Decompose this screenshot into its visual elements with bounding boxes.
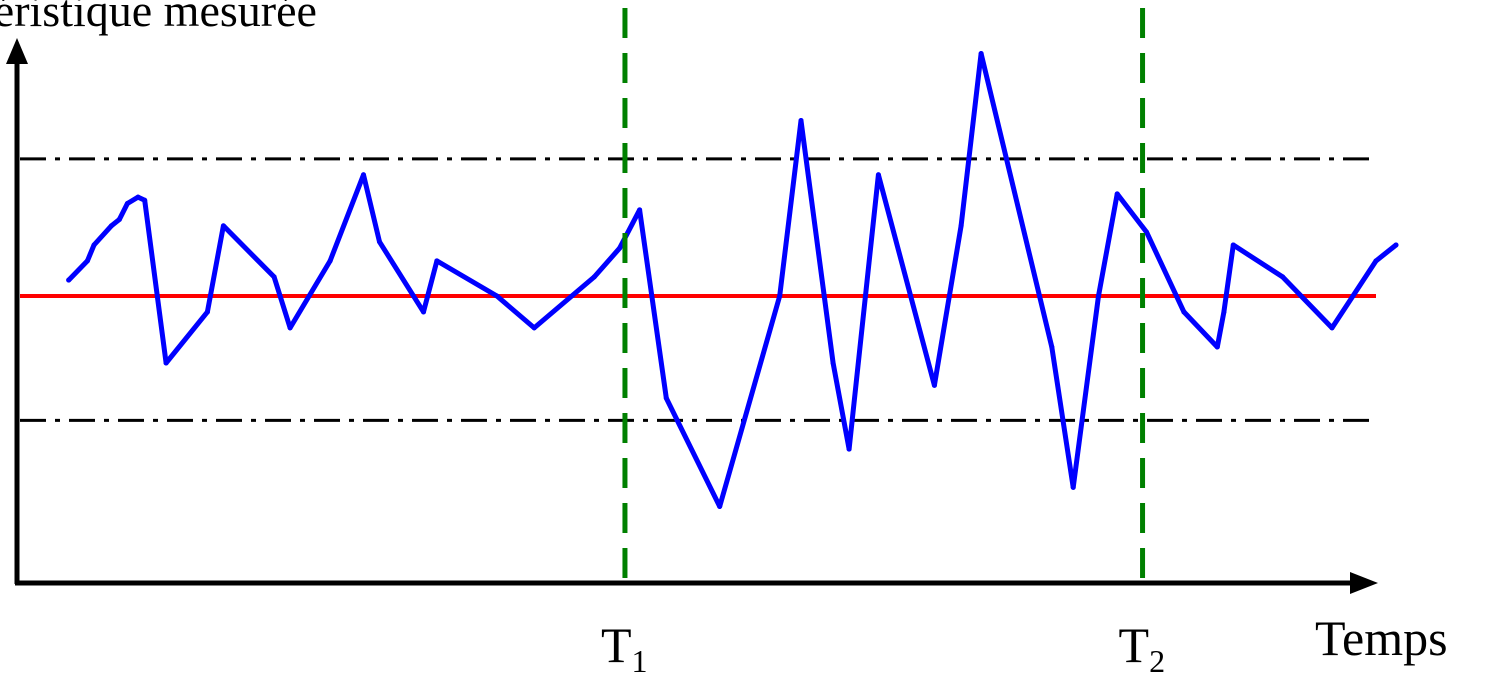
data-point-19: [494, 293, 500, 299]
data-point-8: [142, 197, 148, 203]
data-point-4: [108, 223, 114, 229]
data-point-23: [637, 207, 643, 213]
data-point-43: [1280, 274, 1286, 280]
data-point-34: [1049, 344, 1055, 350]
data-point-35: [1070, 484, 1076, 490]
data-point-1: [66, 277, 72, 283]
data-point-13: [287, 325, 293, 331]
data-point-7: [135, 194, 141, 200]
data-point-12: [271, 274, 277, 280]
marker-label-2: T2: [1119, 617, 1166, 673]
data-point-45: [1373, 258, 1379, 264]
data-point-46: [1393, 242, 1399, 248]
data-point-27: [798, 118, 804, 124]
marker-label-sub-1: 1: [632, 643, 648, 673]
data-point-42: [1230, 242, 1236, 248]
data-point-11: [220, 223, 226, 229]
data-point-15: [360, 172, 366, 178]
series-line-1: [66, 51, 1399, 509]
axes: [6, 38, 1378, 594]
data-point-16: [377, 239, 383, 245]
time-markers: T1 T2: [601, 8, 1165, 673]
data-point-9: [163, 360, 169, 366]
series-group: [66, 51, 1399, 510]
data-point-26: [777, 293, 783, 299]
y-axis-arrowhead: [6, 38, 28, 64]
data-point-18: [434, 258, 440, 264]
data-point-33: [978, 51, 984, 57]
y-axis-label: téristique mesurée: [0, 0, 317, 36]
data-point-39: [1181, 309, 1187, 315]
data-point-14: [327, 258, 333, 264]
marker-label-1: T1: [601, 617, 648, 673]
data-point-21: [591, 274, 597, 280]
data-point-25: [717, 504, 723, 510]
data-point-2: [84, 258, 90, 264]
data-point-28: [830, 360, 836, 366]
data-point-44: [1329, 325, 1335, 331]
data-point-41: [1221, 309, 1227, 315]
x-axis-label: Temps: [1315, 610, 1448, 666]
control-limits: [20, 157, 1376, 422]
data-point-38: [1144, 229, 1150, 235]
data-point-22: [617, 245, 623, 251]
data-point-30: [875, 172, 881, 178]
marker-label-sub-2: 2: [1149, 643, 1165, 673]
data-point-6: [124, 200, 130, 206]
data-point-10: [204, 309, 210, 315]
data-point-36: [1096, 293, 1102, 299]
data-point-31: [931, 382, 937, 388]
data-point-29: [846, 446, 852, 452]
data-point-5: [116, 216, 122, 222]
data-point-40: [1214, 344, 1220, 350]
data-point-37: [1114, 191, 1120, 197]
data-point-32: [958, 223, 964, 229]
data-point-24: [663, 395, 669, 401]
data-point-3: [91, 242, 97, 248]
data-point-20: [531, 325, 537, 331]
x-axis-arrowhead: [1350, 572, 1378, 594]
data-point-17: [421, 309, 427, 315]
